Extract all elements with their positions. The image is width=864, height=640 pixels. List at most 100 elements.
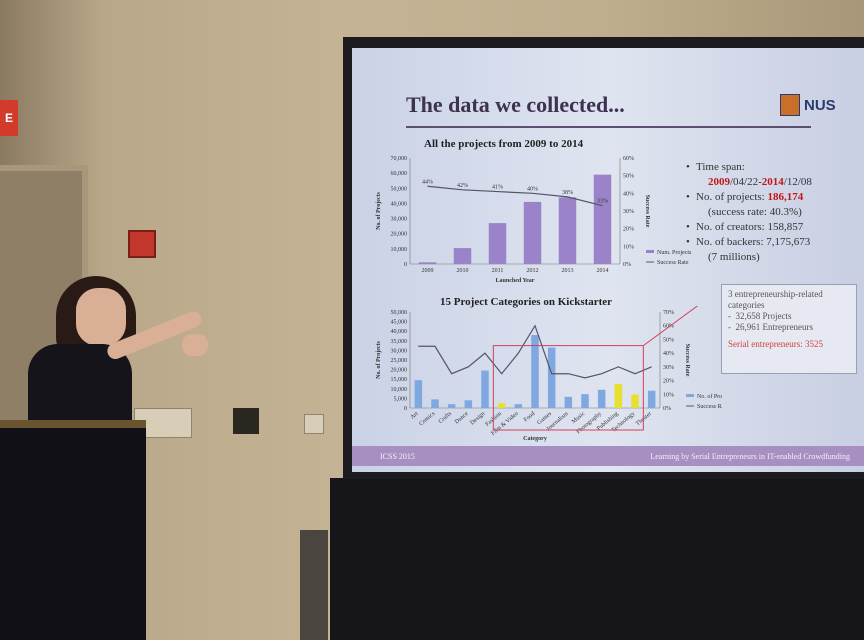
y-tick-label: 60,000 [391, 171, 408, 177]
wall-jack [233, 408, 259, 434]
bar [418, 262, 437, 264]
x-tick-label: Food [523, 411, 536, 424]
bar [464, 400, 473, 408]
bar [581, 394, 589, 408]
stat-backers: No. of backers: 7,175,673 [686, 235, 862, 250]
bar [453, 248, 472, 264]
point-label: 38% [562, 190, 573, 196]
y-axis-label: No. of Projects [376, 340, 382, 378]
stat-time-span: Time span: [686, 160, 862, 175]
y-tick-label: 30,000 [391, 348, 408, 354]
slide-footer: ICSS 2015 Learning by Serial Entrepreneu… [352, 446, 864, 466]
time-span-label: Time span: [696, 161, 745, 173]
y2-tick-label: 10% [623, 244, 634, 250]
y-tick-label: 50,000 [391, 310, 408, 316]
time-span-start-rest: /04/22- [730, 176, 762, 188]
callout-item-2-text: 26,961 Entrepreneurs [735, 322, 813, 332]
point-label: 44% [422, 179, 433, 185]
x-tick-label: Design [469, 411, 486, 427]
callout-item-2: - 26,961 Entrepreneurs [728, 322, 813, 332]
y2-tick-label: 0% [663, 406, 671, 412]
bar [614, 384, 623, 408]
callout-item-1-text: 32,658 Projects [735, 311, 792, 321]
y-tick-label: 20,000 [391, 232, 408, 238]
y-tick-label: 5,000 [394, 396, 408, 402]
bar [547, 347, 556, 408]
stat-time-span-value: 2009/04/22-2014/12/08 [686, 175, 862, 190]
y-tick-label: 25,000 [391, 358, 408, 364]
y2-tick-label: 30% [663, 365, 674, 371]
title-rule [406, 126, 811, 128]
x-tick-label: 2010 [457, 268, 469, 274]
y-tick-label: 10,000 [391, 387, 408, 393]
y-tick-label: 0 [404, 406, 407, 412]
bar [523, 201, 542, 264]
presenter-face [76, 288, 126, 346]
point-label: 42% [457, 183, 468, 189]
stat-projects: No. of projects: 186,174 [686, 190, 862, 205]
presentation-slide: The data we collected... NUS All the pro… [352, 48, 864, 472]
y2-tick-label: 20% [663, 379, 674, 385]
chart2-title: 15 Project Categories on Kickstarter [440, 296, 613, 308]
bar [564, 396, 573, 408]
bar [558, 197, 577, 264]
projects-value: 186,174 [767, 191, 804, 203]
stat-backers-approx: (7 millions) [708, 251, 760, 263]
x-tick-label: Crafts [437, 410, 453, 425]
point-label: 40% [527, 186, 538, 192]
bar [631, 394, 639, 408]
x-tick-label: Comics [418, 411, 436, 428]
highlight-box [492, 345, 644, 431]
x-tick-label: 2009 [422, 268, 434, 274]
y2-tick-label: 20% [623, 227, 634, 233]
highlight-connector [643, 306, 699, 347]
presenter-hand [182, 334, 208, 356]
exit-sign: E [0, 100, 18, 136]
projects-label: No. of projects: [696, 191, 768, 203]
stage-skirt [330, 478, 864, 640]
stat-success-rate: (success rate: 40.3%) [708, 206, 802, 218]
y-tick-label: 35,000 [391, 339, 408, 345]
bar [447, 404, 456, 408]
time-span-end-rest: /12/08 [783, 176, 812, 188]
chart2-svg: 0 5,000 10,000 15,000 20,000 25,000 30,000 35,0… [376, 306, 722, 442]
y2-tick-label: 50% [663, 337, 674, 343]
time-span-start: 2009 [708, 176, 730, 188]
y-tick-label: 40,000 [391, 201, 408, 207]
y2-tick-label: 70% [663, 310, 674, 316]
bar [514, 404, 523, 408]
legend-label-bars: No. of Projects [697, 393, 722, 400]
bar [431, 399, 439, 408]
y-tick-label: 40,000 [391, 329, 408, 335]
y2-tick-label: 40% [623, 191, 634, 197]
footer-right: Learning by Serial Entrepreneurs in IT-e… [650, 451, 850, 461]
podium [0, 420, 146, 640]
y2-axis-label: Success Rate [684, 344, 690, 377]
bar [497, 403, 506, 408]
y2-tick-label: 50% [623, 174, 634, 180]
callout-heading: 3 entrepreneurship-related categories [728, 289, 823, 310]
bar [414, 380, 423, 408]
chart1-svg: 0 10,000 20,000 30,000 40,000 50,000 60,000 70,… [376, 156, 692, 284]
y-axis-label: No. of Projects [376, 191, 382, 229]
callout-serial: Serial entrepreneurs: 3525 [728, 339, 823, 349]
stat-creators: No. of creators: 158,857 [686, 220, 862, 235]
bar [481, 370, 489, 408]
fire-alarm [128, 230, 156, 258]
point-label: 41% [492, 185, 503, 191]
legend-label-bars: Num. Projects [657, 250, 692, 256]
x-axis-label: Launched Year [496, 278, 535, 284]
projector-stand [300, 530, 328, 640]
legend-label-line: Success Rate [657, 260, 689, 266]
y-tick-label: 45,000 [391, 320, 408, 326]
y-tick-label: 50,000 [391, 186, 408, 192]
legend-swatch-bars [646, 250, 654, 253]
y2-tick-label: 30% [623, 209, 634, 215]
slide-title: The data we collected... [406, 92, 625, 117]
y2-tick-label: 0% [623, 262, 631, 268]
legend-label-line: Success Rate [697, 404, 722, 410]
crest-icon [780, 94, 800, 116]
y-tick-label: 20,000 [391, 368, 408, 374]
y-tick-label: 30,000 [391, 217, 408, 223]
x-tick-label: Dance [454, 411, 470, 426]
